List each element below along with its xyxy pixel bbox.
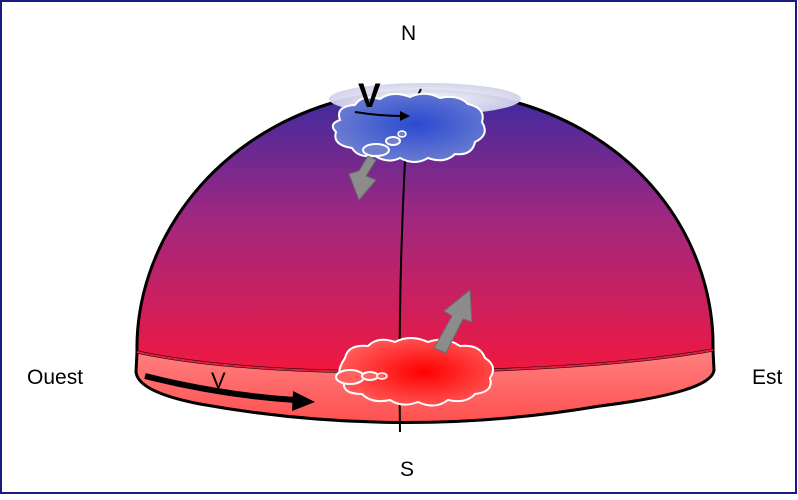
cloud-north	[331, 92, 486, 163]
velocity-arrow-north	[354, 111, 410, 121]
east-label: Est	[752, 366, 783, 389]
velocity-label-north: V	[358, 77, 381, 115]
motion-arrow-up	[433, 289, 473, 354]
velocity-label-south: V	[211, 368, 226, 393]
motion-arrow-down	[348, 155, 377, 201]
west-label: Ouest	[27, 366, 84, 389]
cloud-south	[335, 337, 495, 407]
south-label: S	[400, 458, 415, 481]
north-label: N	[401, 22, 417, 45]
velocity-arrow-south	[144, 373, 315, 411]
